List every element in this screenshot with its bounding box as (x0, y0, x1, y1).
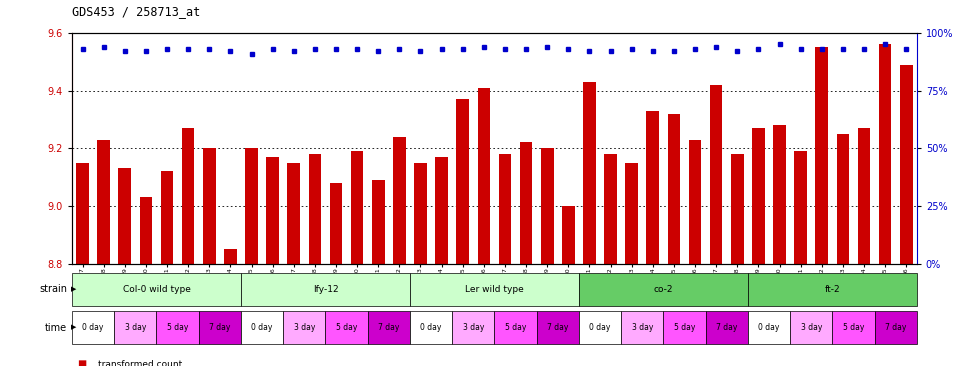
Text: strain: strain (39, 284, 67, 294)
Bar (646, 111, 660, 264)
Bar (815, 47, 828, 264)
Text: 7 day: 7 day (209, 323, 230, 332)
Bar (372, 180, 385, 264)
Text: transformed count: transformed count (98, 360, 182, 366)
Text: 0 day: 0 day (758, 323, 780, 332)
Text: 5 day: 5 day (843, 323, 864, 332)
Bar (604, 154, 617, 264)
Text: 3 day: 3 day (125, 323, 146, 332)
Text: 7 day: 7 day (547, 323, 568, 332)
Text: 7 day: 7 day (378, 323, 399, 332)
Bar (160, 171, 174, 264)
Bar (709, 85, 723, 264)
Text: time: time (45, 322, 67, 333)
Bar (477, 88, 491, 264)
Bar (752, 128, 765, 264)
Text: 3 day: 3 day (632, 323, 653, 332)
Bar (900, 65, 913, 264)
Text: 5 day: 5 day (674, 323, 695, 332)
Text: ▶: ▶ (71, 286, 77, 292)
Bar (836, 134, 850, 264)
Text: 3 day: 3 day (294, 323, 315, 332)
Bar (118, 168, 132, 264)
Bar (498, 154, 512, 264)
Text: 5 day: 5 day (167, 323, 188, 332)
Bar (583, 82, 596, 264)
Text: 7 day: 7 day (716, 323, 737, 332)
Text: GDS453 / 258713_at: GDS453 / 258713_at (72, 5, 201, 18)
Bar (97, 139, 110, 264)
Text: 5 day: 5 day (505, 323, 526, 332)
Text: co-2: co-2 (654, 285, 673, 294)
Text: ■: ■ (77, 359, 86, 366)
Text: lfy-12: lfy-12 (313, 285, 338, 294)
Text: 7 day: 7 day (885, 323, 906, 332)
Text: Ler wild type: Ler wild type (465, 285, 524, 294)
Text: 0 day: 0 day (420, 323, 442, 332)
Text: ▶: ▶ (71, 325, 77, 330)
Bar (540, 148, 554, 264)
Bar (688, 139, 702, 264)
Bar (562, 206, 575, 264)
Bar (287, 163, 300, 264)
Bar (794, 151, 807, 264)
Bar (857, 128, 871, 264)
Bar (245, 148, 258, 264)
Bar (76, 163, 89, 264)
Bar (350, 151, 364, 264)
Bar (139, 197, 153, 264)
Bar (456, 99, 469, 264)
Text: 0 day: 0 day (252, 323, 273, 332)
Bar (667, 113, 681, 264)
Bar (773, 125, 786, 264)
Bar (329, 183, 343, 264)
Bar (625, 163, 638, 264)
Bar (308, 154, 322, 264)
Bar (878, 44, 892, 264)
Bar (181, 128, 195, 264)
Bar (414, 163, 427, 264)
Bar (435, 157, 448, 264)
Bar (224, 249, 237, 264)
Bar (519, 142, 533, 264)
Text: 3 day: 3 day (801, 323, 822, 332)
Text: 3 day: 3 day (463, 323, 484, 332)
Text: 0 day: 0 day (83, 323, 104, 332)
Bar (203, 148, 216, 264)
Text: Col-0 wild type: Col-0 wild type (123, 285, 190, 294)
Bar (266, 157, 279, 264)
Bar (393, 137, 406, 264)
Bar (731, 154, 744, 264)
Text: ft-2: ft-2 (825, 285, 840, 294)
Text: 5 day: 5 day (336, 323, 357, 332)
Text: 0 day: 0 day (589, 323, 611, 332)
